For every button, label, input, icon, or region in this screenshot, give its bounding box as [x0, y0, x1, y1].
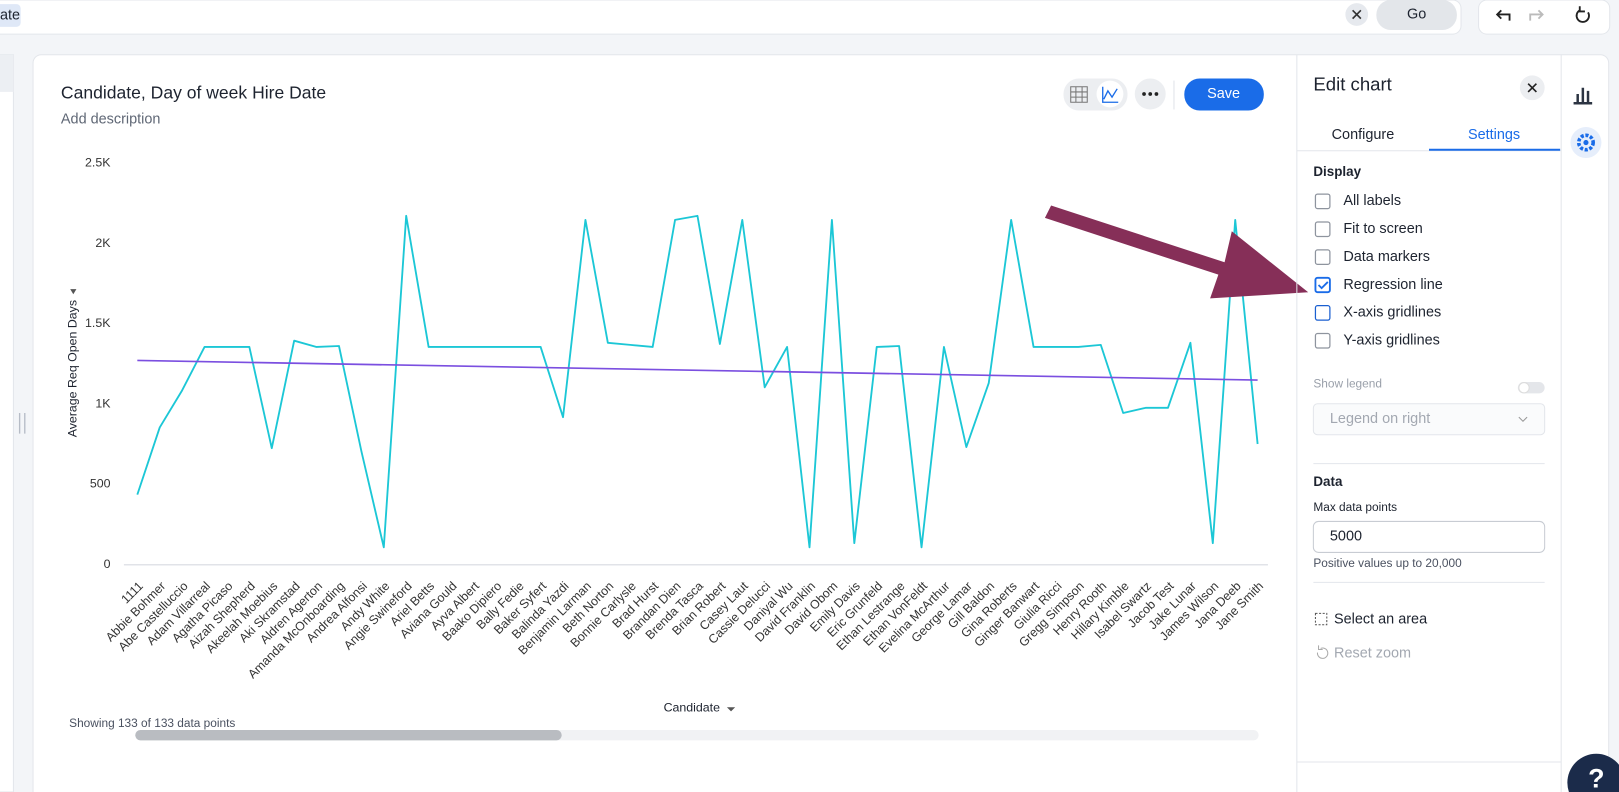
- clear-icon: [1352, 9, 1362, 20]
- tab[interactable]: Configure: [1332, 127, 1395, 143]
- checkbox[interactable]: [1314, 305, 1331, 321]
- y-tick-label: 2K: [95, 236, 111, 250]
- left-strip: [0, 54, 14, 792]
- y-tick-label: 1K: [95, 396, 111, 410]
- close-icon: [1527, 83, 1537, 93]
- footnote: Showing 133 of 133 data points: [69, 716, 235, 730]
- max-points-input[interactable]: [1312, 520, 1546, 553]
- y-tick-label: 1.5K: [85, 316, 111, 330]
- chart-subtitle[interactable]: Add description: [61, 112, 161, 128]
- gear-icon: [1576, 133, 1595, 152]
- checkbox[interactable]: [1314, 193, 1331, 210]
- option-label: Data markers: [1343, 249, 1430, 265]
- panel-title: Edit chart: [1313, 74, 1392, 95]
- table-icon: [1070, 86, 1088, 103]
- chart-title: Candidate, Day of week Hire Date: [61, 83, 326, 103]
- line-icon: [1102, 86, 1119, 103]
- select-icon: [1314, 612, 1328, 626]
- redo-icon[interactable]: [1529, 9, 1544, 21]
- option-label: All labels: [1343, 193, 1401, 209]
- options: All labels Fit to screen Data markers Regre…: [1314, 193, 1443, 349]
- section-heading: Display: [1313, 164, 1361, 179]
- chart-card: [32, 54, 1610, 792]
- legend-select-text: Legend on right: [1330, 411, 1430, 427]
- scroll-thumb[interactable]: [135, 730, 562, 741]
- refresh-icon[interactable]: [1575, 6, 1590, 23]
- regression-line: [137, 359, 1258, 381]
- show-legend-label: Show legend: [1313, 376, 1382, 390]
- checkbox[interactable]: [1314, 249, 1331, 265]
- reset-icon: [1316, 645, 1329, 659]
- option-label: X-axis gridlines: [1343, 305, 1441, 321]
- chip: [0, 4, 21, 27]
- checkbox[interactable]: [1314, 221, 1331, 238]
- help-button[interactable]: [1567, 753, 1619, 792]
- checkmark: [1317, 281, 1329, 290]
- option-label: Y-axis gridlines: [1343, 333, 1440, 349]
- select-area[interactable]: Select an area: [1334, 611, 1428, 627]
- resize-handle[interactable]: [18, 413, 26, 434]
- option-label: Regression line: [1343, 277, 1443, 293]
- data-line: [136, 214, 1259, 549]
- chevron: [1518, 416, 1528, 423]
- save-button[interactable]: [1184, 78, 1264, 111]
- legend-select[interactable]: [1312, 403, 1546, 436]
- gear-core: [1583, 139, 1589, 146]
- y-tick-label: 0: [104, 557, 111, 571]
- checkbox[interactable]: [1314, 276, 1331, 294]
- undo-icon[interactable]: [1495, 9, 1511, 21]
- field-label: Max data points: [1313, 500, 1397, 514]
- tab-active[interactable]: Settings: [1468, 127, 1520, 143]
- section-heading: Data: [1313, 474, 1343, 489]
- chip-text: ate: [0, 7, 20, 23]
- checkbox[interactable]: [1314, 332, 1331, 349]
- go-text: Go: [1407, 6, 1426, 22]
- toggle-knob: [1518, 382, 1530, 394]
- option-label: Fit to screen: [1343, 221, 1422, 237]
- y-tick-label: 500: [90, 477, 111, 491]
- go-button[interactable]: [1376, 0, 1457, 30]
- y-axis-caret: [70, 289, 77, 295]
- more-dots: [1142, 92, 1159, 96]
- annotation-arrow: [1044, 205, 1309, 299]
- x-axis-caret: [726, 707, 736, 712]
- help-text: ?: [1588, 764, 1604, 792]
- search-bar[interactable]: [0, 0, 1462, 35]
- max-points-value: 5000: [1330, 529, 1362, 545]
- y-tick-label: 2.5K: [85, 155, 111, 169]
- left-strip-active: [0, 54, 14, 92]
- history-box: [1478, 0, 1611, 35]
- reset-zoom[interactable]: Reset zoom: [1334, 645, 1411, 661]
- hint: Positive values up to 20,000: [1313, 556, 1462, 570]
- y-axis-label[interactable]: Average Req Open Days: [66, 300, 80, 437]
- x-axis-label[interactable]: Candidate: [664, 701, 721, 715]
- save-text: Save: [1207, 86, 1240, 102]
- chart-icon[interactable]: [1573, 87, 1593, 105]
